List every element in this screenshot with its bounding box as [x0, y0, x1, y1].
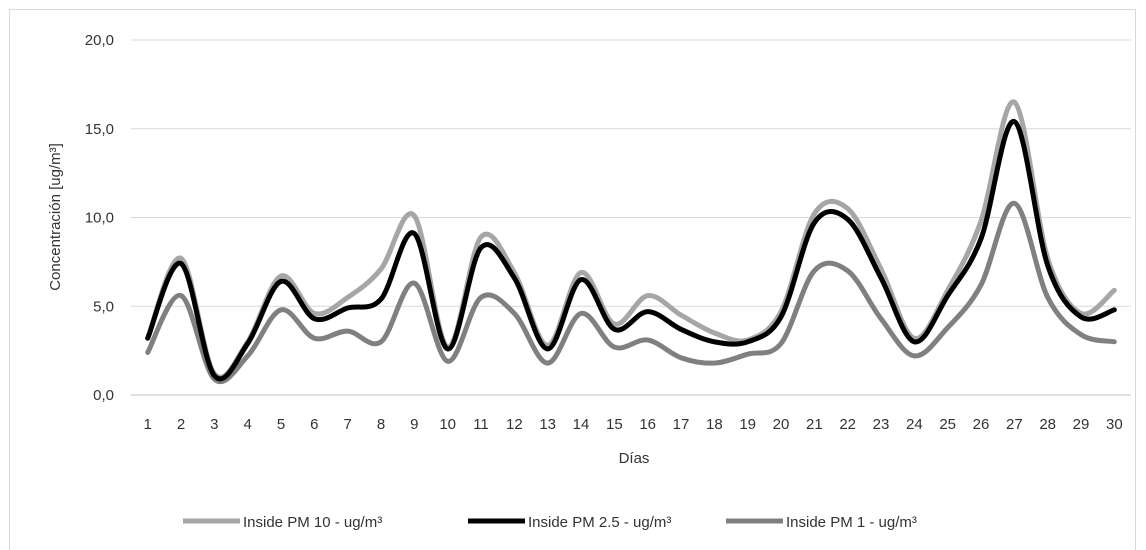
x-tick-label: 15 — [606, 416, 623, 433]
x-tick-labels: 1 2 3 4 5 6 7 8 9 10 11 12 13 14 15 16 17 18 19 20 21 22 23 24 2… — [143, 416, 1122, 433]
x-tick-label: 11 — [473, 416, 489, 433]
x-tick-label: 22 — [839, 416, 856, 433]
x-tick-label: 13 — [539, 416, 556, 433]
y-tick-label: 15,0 — [85, 121, 114, 138]
y-tick-label: 10,0 — [85, 210, 114, 227]
x-tick-label: 9 — [410, 416, 418, 433]
x-tick-label: 12 — [506, 416, 523, 433]
x-tick-label: 25 — [939, 416, 956, 433]
series-line — [145, 99, 1117, 380]
series-line — [145, 200, 1117, 384]
x-tick-label: 3 — [210, 416, 218, 433]
y-tick-label: 5,0 — [93, 298, 114, 315]
x-tick-label: 8 — [377, 416, 385, 433]
x-tick-label: 29 — [1073, 416, 1090, 433]
x-tick-label: 26 — [973, 416, 990, 433]
chart-frame — [9, 9, 1136, 550]
x-tick-label: 17 — [673, 416, 690, 433]
x-axis-title: Días — [619, 450, 650, 467]
legend-label: Inside PM 10 - ug/m³ — [243, 514, 382, 531]
x-tick-label: 10 — [439, 416, 456, 433]
series-lines — [145, 99, 1117, 384]
legend-label: Inside PM 1 - ug/m³ — [786, 514, 917, 531]
x-tick-label: 23 — [873, 416, 890, 433]
x-tick-label: 27 — [1006, 416, 1023, 433]
x-tick-label: 20 — [773, 416, 790, 433]
x-tick-label: 28 — [1039, 416, 1056, 433]
x-tick-label: 6 — [310, 416, 318, 433]
y-axis-title: Concentración [ug/m³] — [47, 143, 64, 291]
x-tick-label: 24 — [906, 416, 923, 433]
y-tick-label: 0,0 — [93, 387, 114, 404]
x-tick-label: 4 — [243, 416, 251, 433]
y-tick-labels: 0,0 5,0 10,0 15,0 20,0 — [85, 32, 114, 404]
series-line — [145, 119, 1117, 382]
legend-label: Inside PM 2.5 - ug/m³ — [528, 514, 671, 531]
x-tick-label: 1 — [143, 416, 151, 433]
x-tick-label: 21 — [806, 416, 823, 433]
x-tick-label: 19 — [739, 416, 756, 433]
x-tick-label: 30 — [1106, 416, 1123, 433]
x-tick-label: 16 — [639, 416, 656, 433]
y-tick-label: 20,0 — [85, 32, 114, 49]
x-tick-label: 2 — [177, 416, 185, 433]
legend: Inside PM 10 - ug/m³ Inside PM 2.5 - ug/m… — [183, 514, 917, 531]
x-tick-label: 7 — [343, 416, 351, 433]
x-tick-label: 14 — [573, 416, 590, 433]
x-tick-label: 18 — [706, 416, 723, 433]
x-tick-label: 5 — [277, 416, 285, 433]
